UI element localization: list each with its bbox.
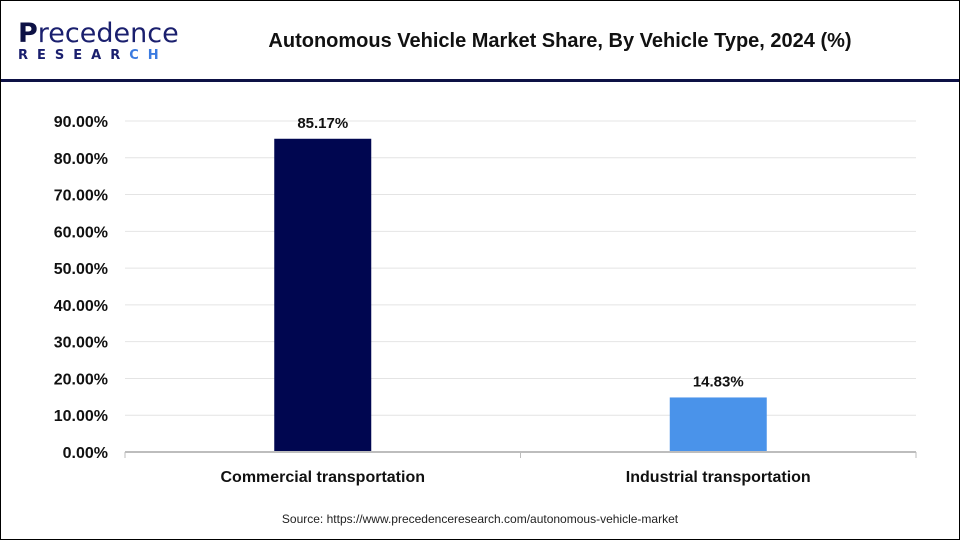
bar-commercial-transportation — [274, 138, 372, 452]
y-tick-label: 0.00% — [63, 445, 108, 462]
precedence-research-logo: Precedence RESEARCH — [18, 20, 179, 63]
y-tick-label: 50.00% — [54, 261, 108, 278]
data-label: 85.17% — [297, 115, 348, 132]
y-tick-label: 90.00% — [54, 114, 108, 131]
y-tick-label: 10.00% — [54, 408, 108, 425]
data-label: 14.83% — [693, 373, 744, 390]
y-tick-label: 20.00% — [54, 371, 108, 388]
y-tick-label: 40.00% — [54, 298, 108, 315]
x-tick-label: Commercial transportation — [221, 469, 425, 486]
header-divider — [1, 79, 959, 82]
y-tick-label: 80.00% — [54, 151, 108, 168]
x-tick-label: Industrial transportation — [626, 469, 811, 486]
source-note: Source: https://www.precedenceresearch.c… — [281, 512, 679, 526]
bar-industrial-transportation — [669, 397, 767, 452]
y-tick-label: 70.00% — [54, 188, 108, 205]
logo-sub-text: RESEARCH — [18, 48, 168, 63]
y-tick-label: 60.00% — [54, 224, 108, 241]
chart-title: Autonomous Vehicle Market Share, By Vehi… — [268, 30, 852, 52]
logo-main-text: Precedence — [18, 18, 179, 49]
y-tick-label: 30.00% — [54, 335, 108, 352]
